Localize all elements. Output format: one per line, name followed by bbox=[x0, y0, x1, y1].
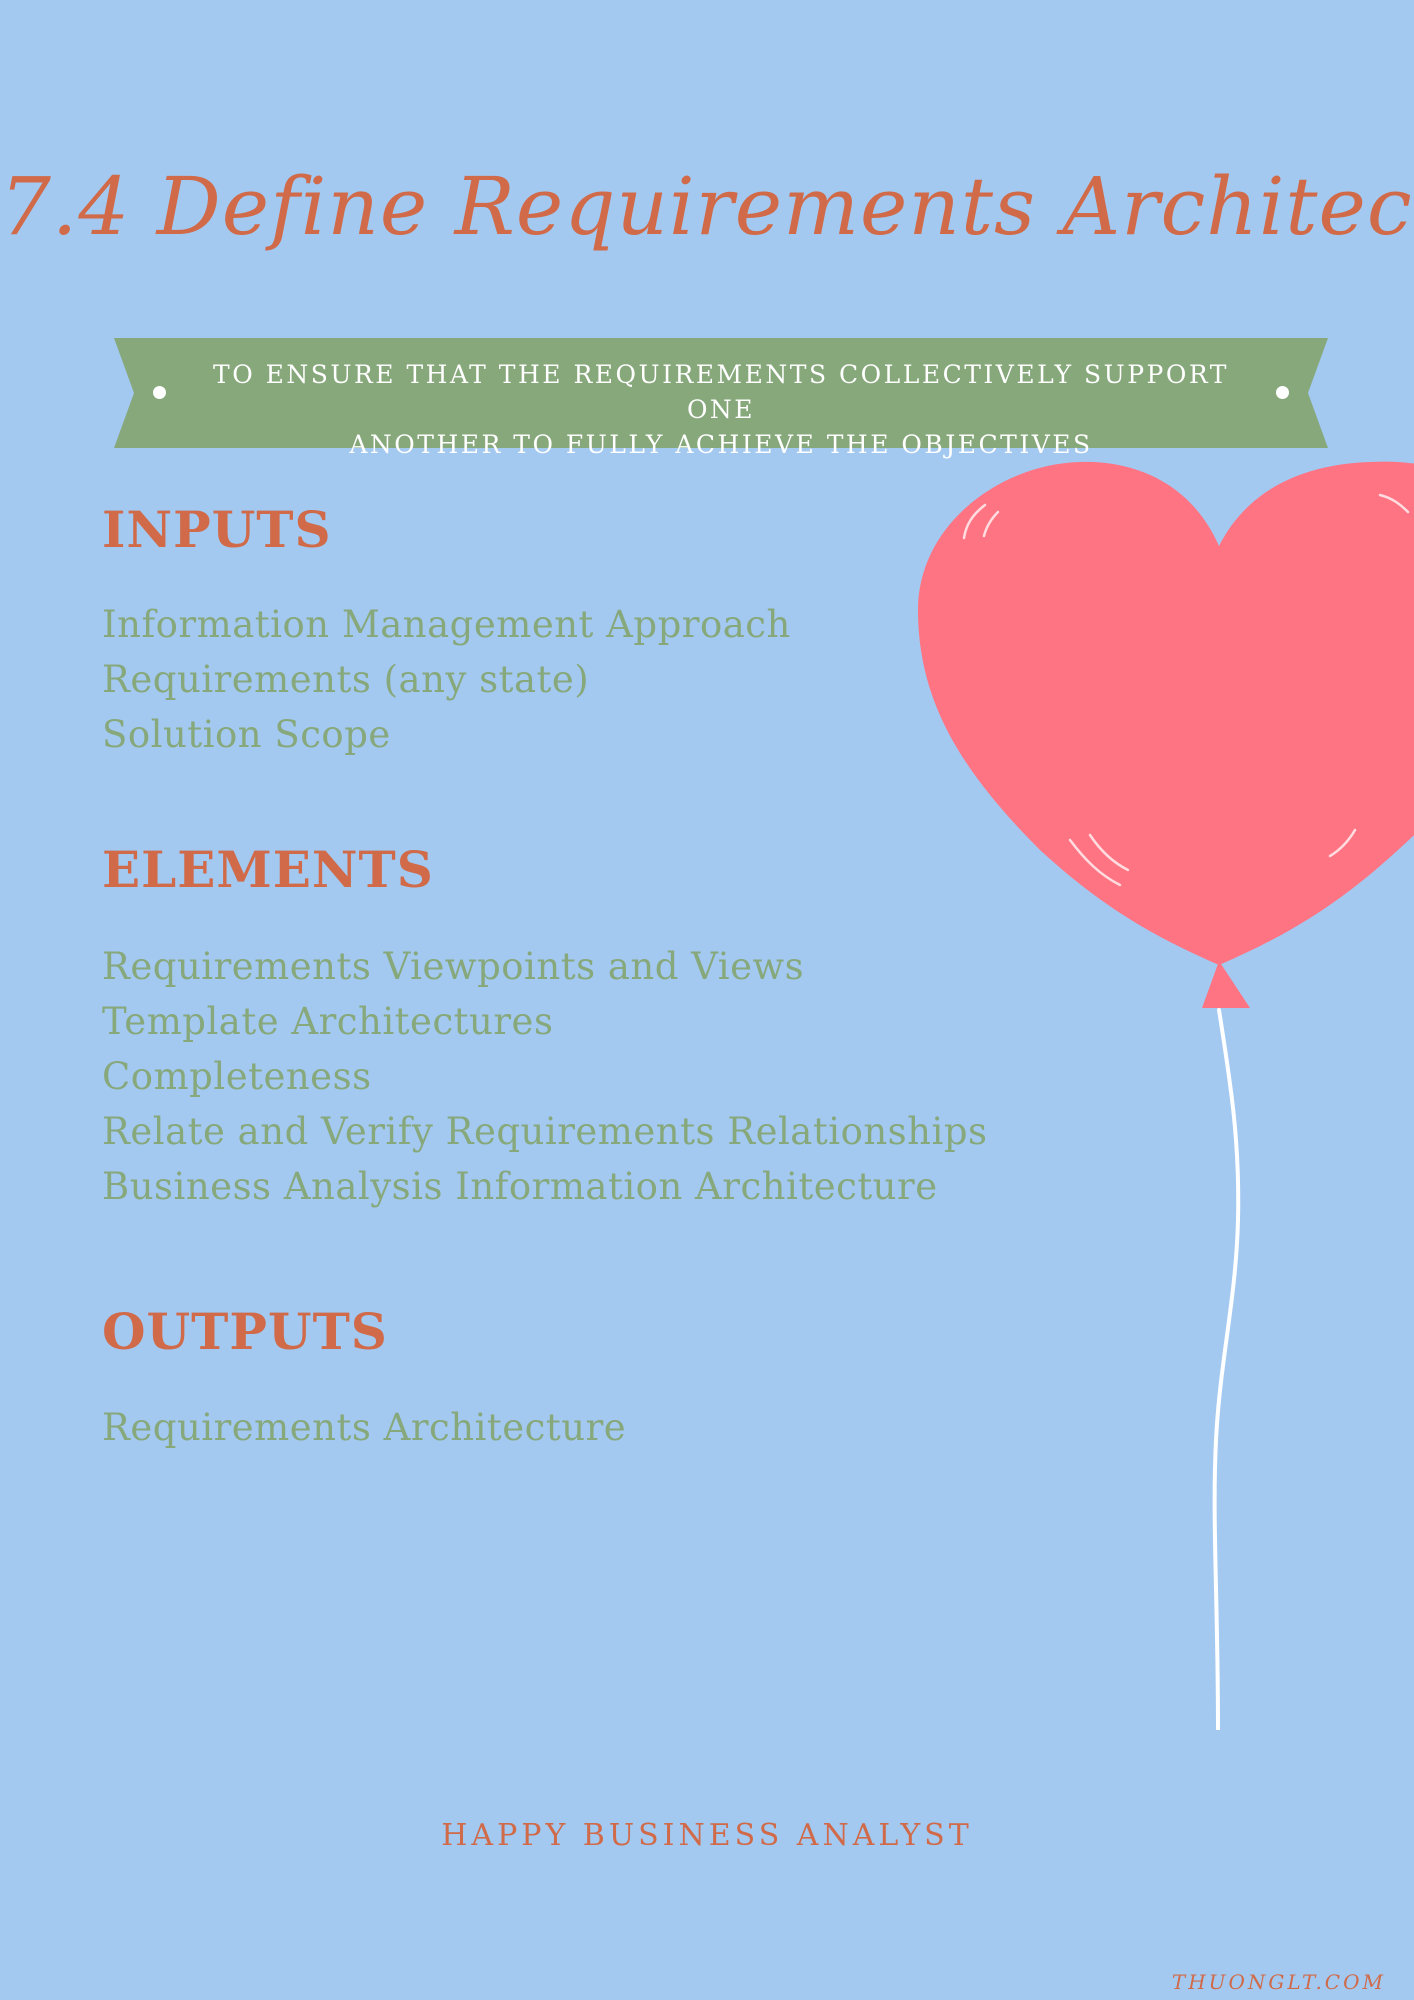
objective-banner: TO ENSURE THAT THE REQUIREMENTS COLLECTI… bbox=[114, 338, 1328, 459]
list-item: Relate and Verify Requirements Relations… bbox=[102, 1110, 988, 1153]
list-item: Template Architectures bbox=[102, 1000, 554, 1043]
page-title: 7.4 Define Requirements Architecture bbox=[0, 160, 1414, 253]
ribbon-shape bbox=[114, 338, 1328, 448]
banner-line-1: TO ENSURE THAT THE REQUIREMENTS COLLECTI… bbox=[213, 360, 1229, 424]
inputs-list: Information Management Approach Requirem… bbox=[102, 597, 791, 762]
list-item: Requirements (any state) bbox=[102, 658, 590, 701]
banner-text: TO ENSURE THAT THE REQUIREMENTS COLLECTI… bbox=[174, 357, 1268, 462]
list-item: Completeness bbox=[102, 1055, 372, 1098]
banner-left-dot bbox=[153, 386, 166, 399]
outputs-list: Requirements Architecture bbox=[102, 1400, 626, 1455]
list-item: Requirements Viewpoints and Views bbox=[102, 945, 805, 988]
heart-balloon-icon bbox=[918, 461, 1414, 1730]
inputs-heading: INPUTS bbox=[102, 500, 332, 559]
elements-list: Requirements Viewpoints and Views Templa… bbox=[102, 939, 988, 1214]
site-watermark: THUONGLT.COM bbox=[1171, 1970, 1386, 1994]
footer-text: HAPPY BUSINESS ANALYST bbox=[441, 1818, 973, 1853]
list-item: Requirements Architecture bbox=[102, 1406, 627, 1449]
outputs-heading: OUTPUTS bbox=[102, 1302, 388, 1361]
list-item: Solution Scope bbox=[102, 713, 391, 756]
elements-heading: ELEMENTS bbox=[102, 840, 434, 899]
banner-right-dot bbox=[1276, 386, 1289, 399]
list-item: Business Analysis Information Architectu… bbox=[102, 1165, 938, 1208]
banner-line-2: ANOTHER TO FULLY ACHIEVE THE OBJECTIVES bbox=[349, 430, 1093, 459]
list-item: Information Management Approach bbox=[102, 603, 791, 646]
